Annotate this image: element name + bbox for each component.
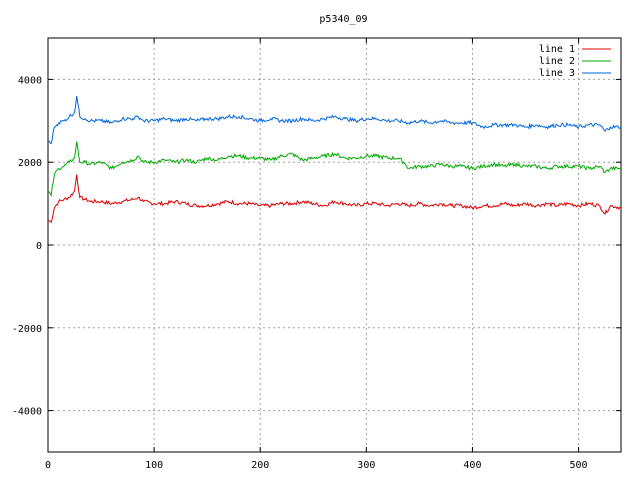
y-tick-label: 4000 (18, 75, 42, 86)
x-tick-label: 400 (463, 460, 481, 471)
legend-label-1: line 1 (539, 44, 575, 55)
legend-label-3: line 3 (539, 68, 575, 79)
series-line-3 (47, 95, 622, 145)
series-line-1 (47, 174, 622, 224)
axis-ticks: 0 100 200 300 400 500 -4000 -2000 0 2000 4000 (12, 38, 621, 471)
y-tick-label: 2000 (18, 158, 42, 169)
x-tick-label: 200 (251, 460, 269, 471)
y-tick-label: -4000 (12, 407, 42, 418)
chart-title: p5340_09 (319, 14, 367, 25)
x-tick-label: 300 (357, 460, 375, 471)
legend-label-2: line 2 (539, 56, 575, 67)
series-line-2 (47, 141, 622, 197)
y-tick-label: -2000 (12, 324, 42, 335)
x-tick-label: 0 (45, 460, 51, 471)
y-tick-label: 0 (36, 241, 42, 252)
series-lines (47, 95, 622, 224)
grid-lines (48, 38, 621, 452)
x-tick-label: 500 (570, 460, 588, 471)
x-tick-label: 100 (145, 460, 163, 471)
